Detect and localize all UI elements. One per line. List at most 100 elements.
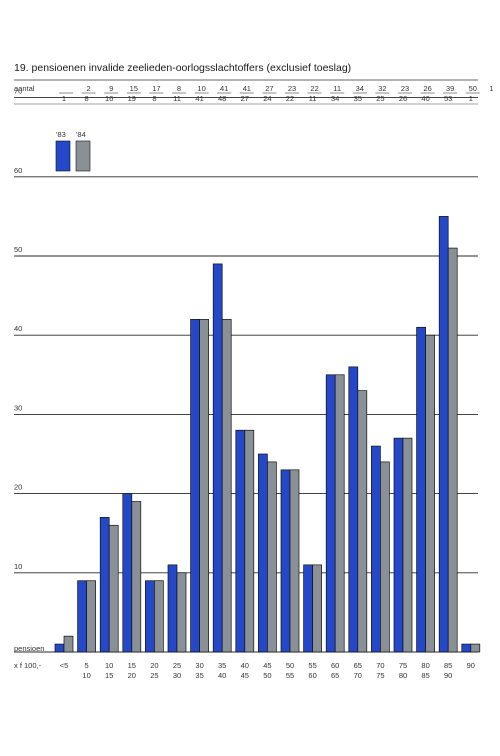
x-tick-label: 80 [399, 671, 407, 680]
count-83: 32 [378, 84, 386, 93]
y-tick-label: 60 [14, 166, 22, 175]
bar-83 [258, 453, 268, 653]
bar-84 [470, 643, 481, 653]
count-83: 22 [310, 84, 318, 93]
x-tick-label: 65 [331, 671, 339, 680]
bar-84 [425, 334, 435, 653]
x-tick-label: 60 [308, 671, 316, 680]
x-tick-label: 40 [218, 671, 226, 680]
count-83: 41 [220, 84, 228, 93]
x-tick-label: 35 [195, 671, 203, 680]
x-tick-label: 90 [467, 661, 475, 670]
y-tick-label: 50 [14, 245, 22, 254]
x-tick-label: 45 [263, 661, 271, 670]
bar-84 [357, 390, 368, 653]
count-84: 26 [399, 94, 407, 103]
bar-84 [63, 635, 74, 653]
count-83: 2 [87, 84, 91, 93]
count-84: 1 [62, 94, 66, 103]
count-83: 1 [489, 84, 493, 93]
x-tick-label: 70 [354, 671, 362, 680]
count-84: 8 [152, 94, 156, 103]
count-83: 11 [333, 84, 341, 93]
count-84: 27 [241, 94, 249, 103]
count-84: 40 [421, 94, 429, 103]
x-tick-label: 35 [218, 661, 226, 670]
count-84: 53 [444, 94, 452, 103]
legend-label-84: '84 [76, 130, 86, 139]
bar-83 [235, 429, 246, 653]
x-tick-label: 70 [376, 661, 384, 670]
x-tick-label: 40 [241, 661, 249, 670]
x-tick-label: 75 [376, 671, 384, 680]
bar-84 [402, 437, 413, 653]
bar-84 [86, 580, 96, 653]
bar-84 [108, 524, 119, 653]
x-tick-label: 55 [308, 661, 316, 670]
legend-label-83: '83 [56, 130, 66, 139]
bar-83 [99, 517, 110, 653]
x-tick-label: 55 [286, 671, 294, 680]
bar-83 [393, 437, 404, 653]
bar-84 [131, 501, 142, 653]
y-tick-label: 20 [14, 483, 22, 492]
x-tick-label: 15 [128, 661, 136, 670]
y-tick-label: 40 [14, 324, 22, 333]
count-83: 23 [401, 84, 409, 93]
legend-swatch-83 [55, 140, 71, 172]
x-tick-label: 15 [105, 671, 113, 680]
bar-84 [154, 580, 164, 653]
bar-83 [212, 263, 223, 653]
count-84: 41 [195, 94, 203, 103]
count-83: 34 [356, 84, 364, 93]
bar-84 [221, 319, 232, 653]
bar-83 [190, 319, 200, 653]
x-tick-label: 10 [105, 661, 113, 670]
count-84: 22 [286, 94, 294, 103]
bar-83 [122, 493, 133, 653]
count-84: 34 [331, 94, 339, 103]
count-84: 8 [85, 94, 89, 103]
count-table: 1289161519178811104141484127272423222211… [14, 84, 493, 105]
bar-83 [145, 580, 155, 653]
x-tick-label: <5 [60, 661, 69, 670]
count-84: 1 [469, 94, 473, 103]
bar-83 [77, 580, 87, 653]
bar-84 [176, 572, 187, 653]
x-label-line2: x f 100,- [14, 661, 42, 670]
count-83: 50 [469, 84, 477, 93]
count-83: 10 [197, 84, 205, 93]
bar-84 [267, 461, 277, 653]
x-tick-label: 20 [150, 661, 158, 670]
bar-83 [438, 216, 449, 653]
bar-83 [371, 445, 381, 653]
x-tick-label: 5 [85, 661, 89, 670]
count-84: 19 [128, 94, 136, 103]
x-tick-labels: <5 51010151520202525303035354040454550505… [60, 661, 475, 680]
bar-83 [348, 366, 359, 653]
count-83: 23 [288, 84, 296, 93]
bars [54, 216, 481, 653]
bar-84 [447, 247, 458, 653]
x-tick-label: 80 [421, 661, 429, 670]
x-tick-label: 30 [195, 661, 203, 670]
legend: '83 '84 [55, 130, 91, 172]
count-84: 48 [218, 94, 226, 103]
count-84: 11 [173, 94, 181, 103]
x-tick-label: 90 [444, 671, 452, 680]
count-83: 17 [152, 84, 160, 93]
x-tick-label: 75 [399, 661, 407, 670]
x-tick-label: 50 [286, 661, 294, 670]
bar-83 [325, 374, 336, 653]
x-tick-label: 85 [421, 671, 429, 680]
count-84: 16 [105, 94, 113, 103]
x-tick-label: 25 [150, 671, 158, 680]
bar-83 [54, 643, 65, 653]
x-tick-label: 10 [82, 671, 90, 680]
count-84: 24 [263, 94, 271, 103]
y-tick-label: 10 [14, 562, 22, 571]
bar-84 [312, 564, 322, 653]
bar-84 [199, 319, 209, 653]
count-84: 11 [309, 94, 317, 103]
